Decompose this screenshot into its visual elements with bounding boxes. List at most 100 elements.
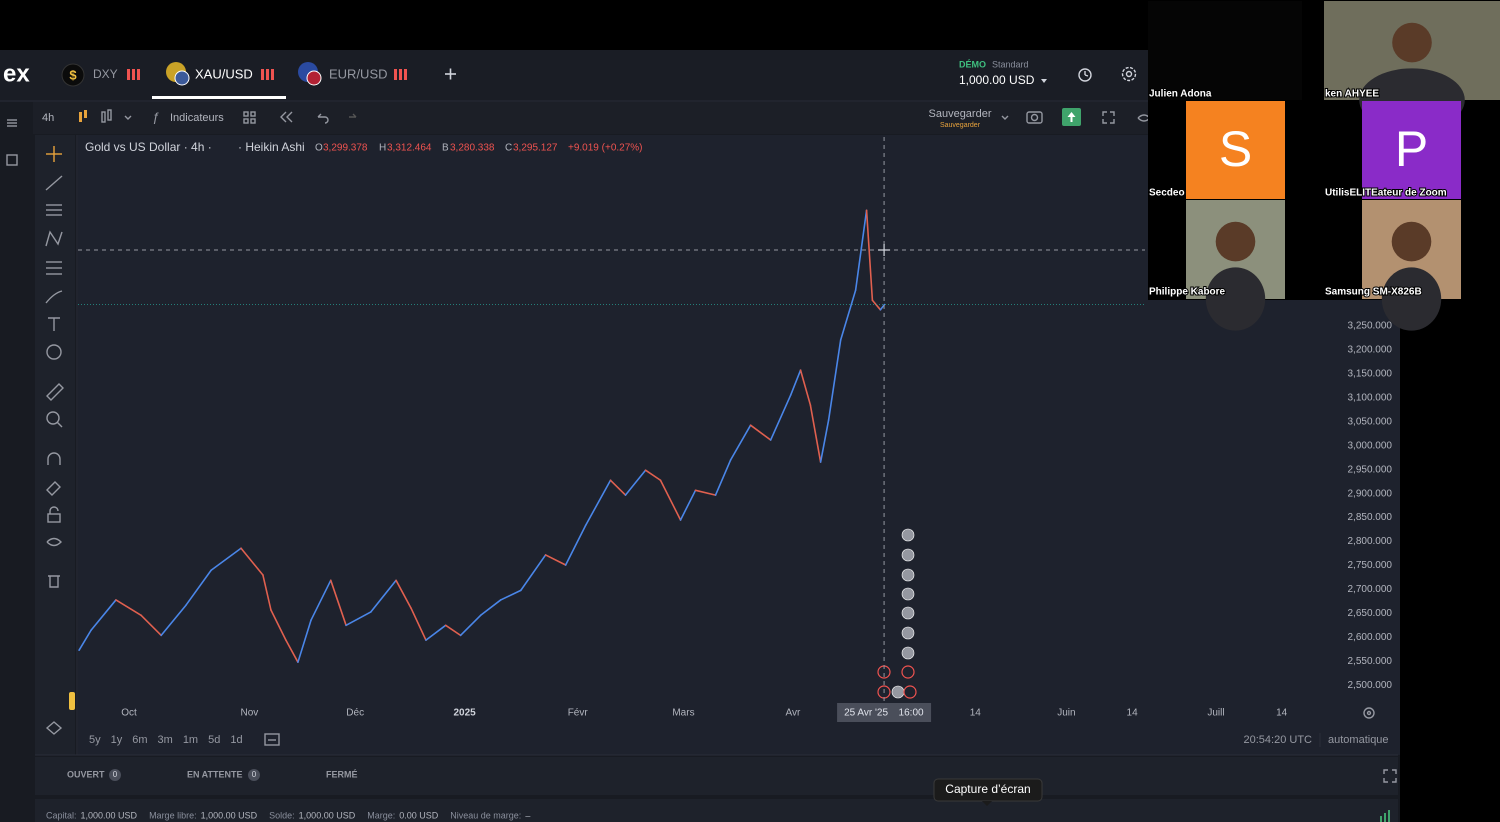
tab-label: DXY: [93, 67, 118, 81]
scale-mode[interactable]: automatique: [1328, 734, 1389, 746]
price-segment: [694, 489, 717, 496]
logo: ex: [3, 60, 30, 87]
video-body: [1381, 267, 1442, 331]
tab-icon: [306, 70, 322, 86]
tab-indicator: [261, 69, 274, 80]
price-segment: [297, 619, 312, 663]
timeframe-button[interactable]: 5d: [208, 734, 220, 746]
ohlc-label: O: [315, 143, 323, 154]
calendar-button[interactable]: [6, 154, 18, 166]
y-tick-label: 2,550.000: [1348, 656, 1393, 667]
price-segment: [78, 629, 92, 652]
video-head: [1391, 221, 1432, 262]
x-tick-label: Avr: [785, 708, 800, 719]
y-tick-label: 3,000.000: [1348, 440, 1393, 451]
timeframe-button[interactable]: 3m: [158, 734, 173, 746]
active-tab-underline: [152, 96, 286, 99]
replay-button[interactable]: [280, 111, 293, 123]
timeframe-button[interactable]: 1y: [111, 734, 123, 746]
event-markers[interactable]: [877, 665, 917, 699]
tab[interactable]: EUR/USD: [298, 62, 407, 86]
price-segment: [644, 469, 662, 482]
side-strip: [1400, 300, 1500, 822]
timeframe-button[interactable]: 5y: [89, 734, 101, 746]
alarm-button[interactable]: [1078, 68, 1092, 82]
tab-icon-text: $: [69, 67, 77, 82]
settings-button[interactable]: [1121, 66, 1137, 82]
expand-panel-button[interactable]: [1383, 769, 1397, 783]
x-tick-label: Nov: [241, 708, 259, 719]
axis-settings-button[interactable]: [1363, 707, 1375, 719]
price-segment: [345, 611, 372, 627]
positions-tab[interactable]: FERMÉ: [326, 769, 358, 779]
ohlc-label: B: [442, 143, 449, 154]
y-tick-label: 2,500.000: [1348, 680, 1393, 691]
price-segment: [285, 639, 299, 663]
interval-button[interactable]: 4h: [42, 112, 54, 124]
tab[interactable]: XAU/USD: [152, 62, 286, 99]
x-tick-label: 14: [1127, 708, 1139, 719]
tooltip-text: Capture d’écran: [945, 782, 1030, 796]
clock: 20:54:20 UTC: [1244, 734, 1313, 746]
chart-plot: 2,500.000 2,550.000 2,600.000 2,650.000 2,70…: [78, 137, 1392, 722]
participant-tile[interactable]: P UtilisELITEateur de Zoom: [1324, 101, 1461, 200]
price-segment: [624, 469, 647, 496]
scroll-handle[interactable]: [69, 692, 75, 710]
participant-tile[interactable]: Julien Adona: [1148, 1, 1302, 101]
price-segment: [769, 394, 792, 441]
positions-tab[interactable]: EN ATTENTE 0: [187, 769, 260, 781]
price-segment: [714, 459, 732, 496]
ohlc-value: 3,280.338: [450, 143, 495, 154]
y-tick-label: 2,600.000: [1348, 632, 1393, 643]
save-button[interactable]: Sauvegarder: [929, 108, 992, 120]
ohlc-change: +9.019 (+0.27%): [568, 143, 643, 154]
participant-tile[interactable]: Samsung SM-X826B: [1324, 200, 1461, 331]
summary-label: Niveau de marge:: [450, 810, 521, 820]
price-segment: [749, 424, 772, 441]
price-segment: [819, 419, 830, 463]
summary-value: –: [525, 810, 530, 820]
ohlc-label: H: [379, 143, 386, 154]
menu-button[interactable]: [7, 119, 17, 127]
publish-icon: [1067, 112, 1076, 122]
ohlc-value: 3,295.127: [513, 143, 558, 154]
date-range-button[interactable]: [264, 733, 280, 746]
y-tick-label: 2,950.000: [1348, 464, 1393, 475]
positions-tab-label: OUVERT: [67, 769, 105, 779]
price-segment: [564, 524, 587, 566]
x-tick-label: Févr: [568, 708, 589, 719]
timeframe-button[interactable]: 1d: [230, 734, 242, 746]
screenshot-button[interactable]: [1026, 111, 1043, 124]
ohlc-label: C: [505, 143, 512, 154]
y-tick-label: 3,150.000: [1348, 369, 1393, 380]
summary-label: Solde:: [269, 810, 295, 820]
templates-button[interactable]: [243, 111, 256, 124]
price-segment: [425, 624, 447, 641]
timeframe-button[interactable]: 1m: [183, 734, 198, 746]
bar-style-button[interactable]: [101, 109, 132, 123]
price-segment: [659, 479, 682, 521]
event-markers[interactable]: [891, 528, 915, 699]
undo-button[interactable]: [317, 113, 329, 124]
indicators-button[interactable]: Indicateurs: [170, 112, 224, 124]
video-gallery: Julien Adona ken AHYEE S Secdeo P UtilisELITE…: [1148, 0, 1500, 822]
account-balance[interactable]: 1,000.00 USD: [959, 73, 1035, 87]
redo-button[interactable]: [349, 113, 357, 118]
add-tab-button[interactable]: [445, 68, 456, 80]
price-segment: [240, 547, 264, 576]
fullscreen-button[interactable]: [1102, 111, 1115, 124]
tab[interactable]: $ DXY: [61, 63, 140, 87]
video-body: [1205, 267, 1266, 331]
chart-type-button[interactable]: [79, 110, 87, 122]
ohlc-legend: O 3,299.378 H 3,312.464 B 3,280.338 C 3,…: [315, 143, 643, 154]
positions-tab[interactable]: OUVERT 0: [67, 769, 121, 781]
symbol-title: Gold vs US Dollar · 4h ·: [85, 140, 212, 154]
timeframe-button[interactable]: 6m: [132, 734, 147, 746]
participant-tile[interactable]: S Secdeo: [1148, 101, 1285, 200]
participant-tile[interactable]: Philippe Kabore: [1148, 200, 1285, 331]
price-segment: [115, 599, 142, 617]
drawing-tool-icons[interactable]: [45, 146, 64, 735]
avatar-initial: S: [1219, 121, 1252, 177]
